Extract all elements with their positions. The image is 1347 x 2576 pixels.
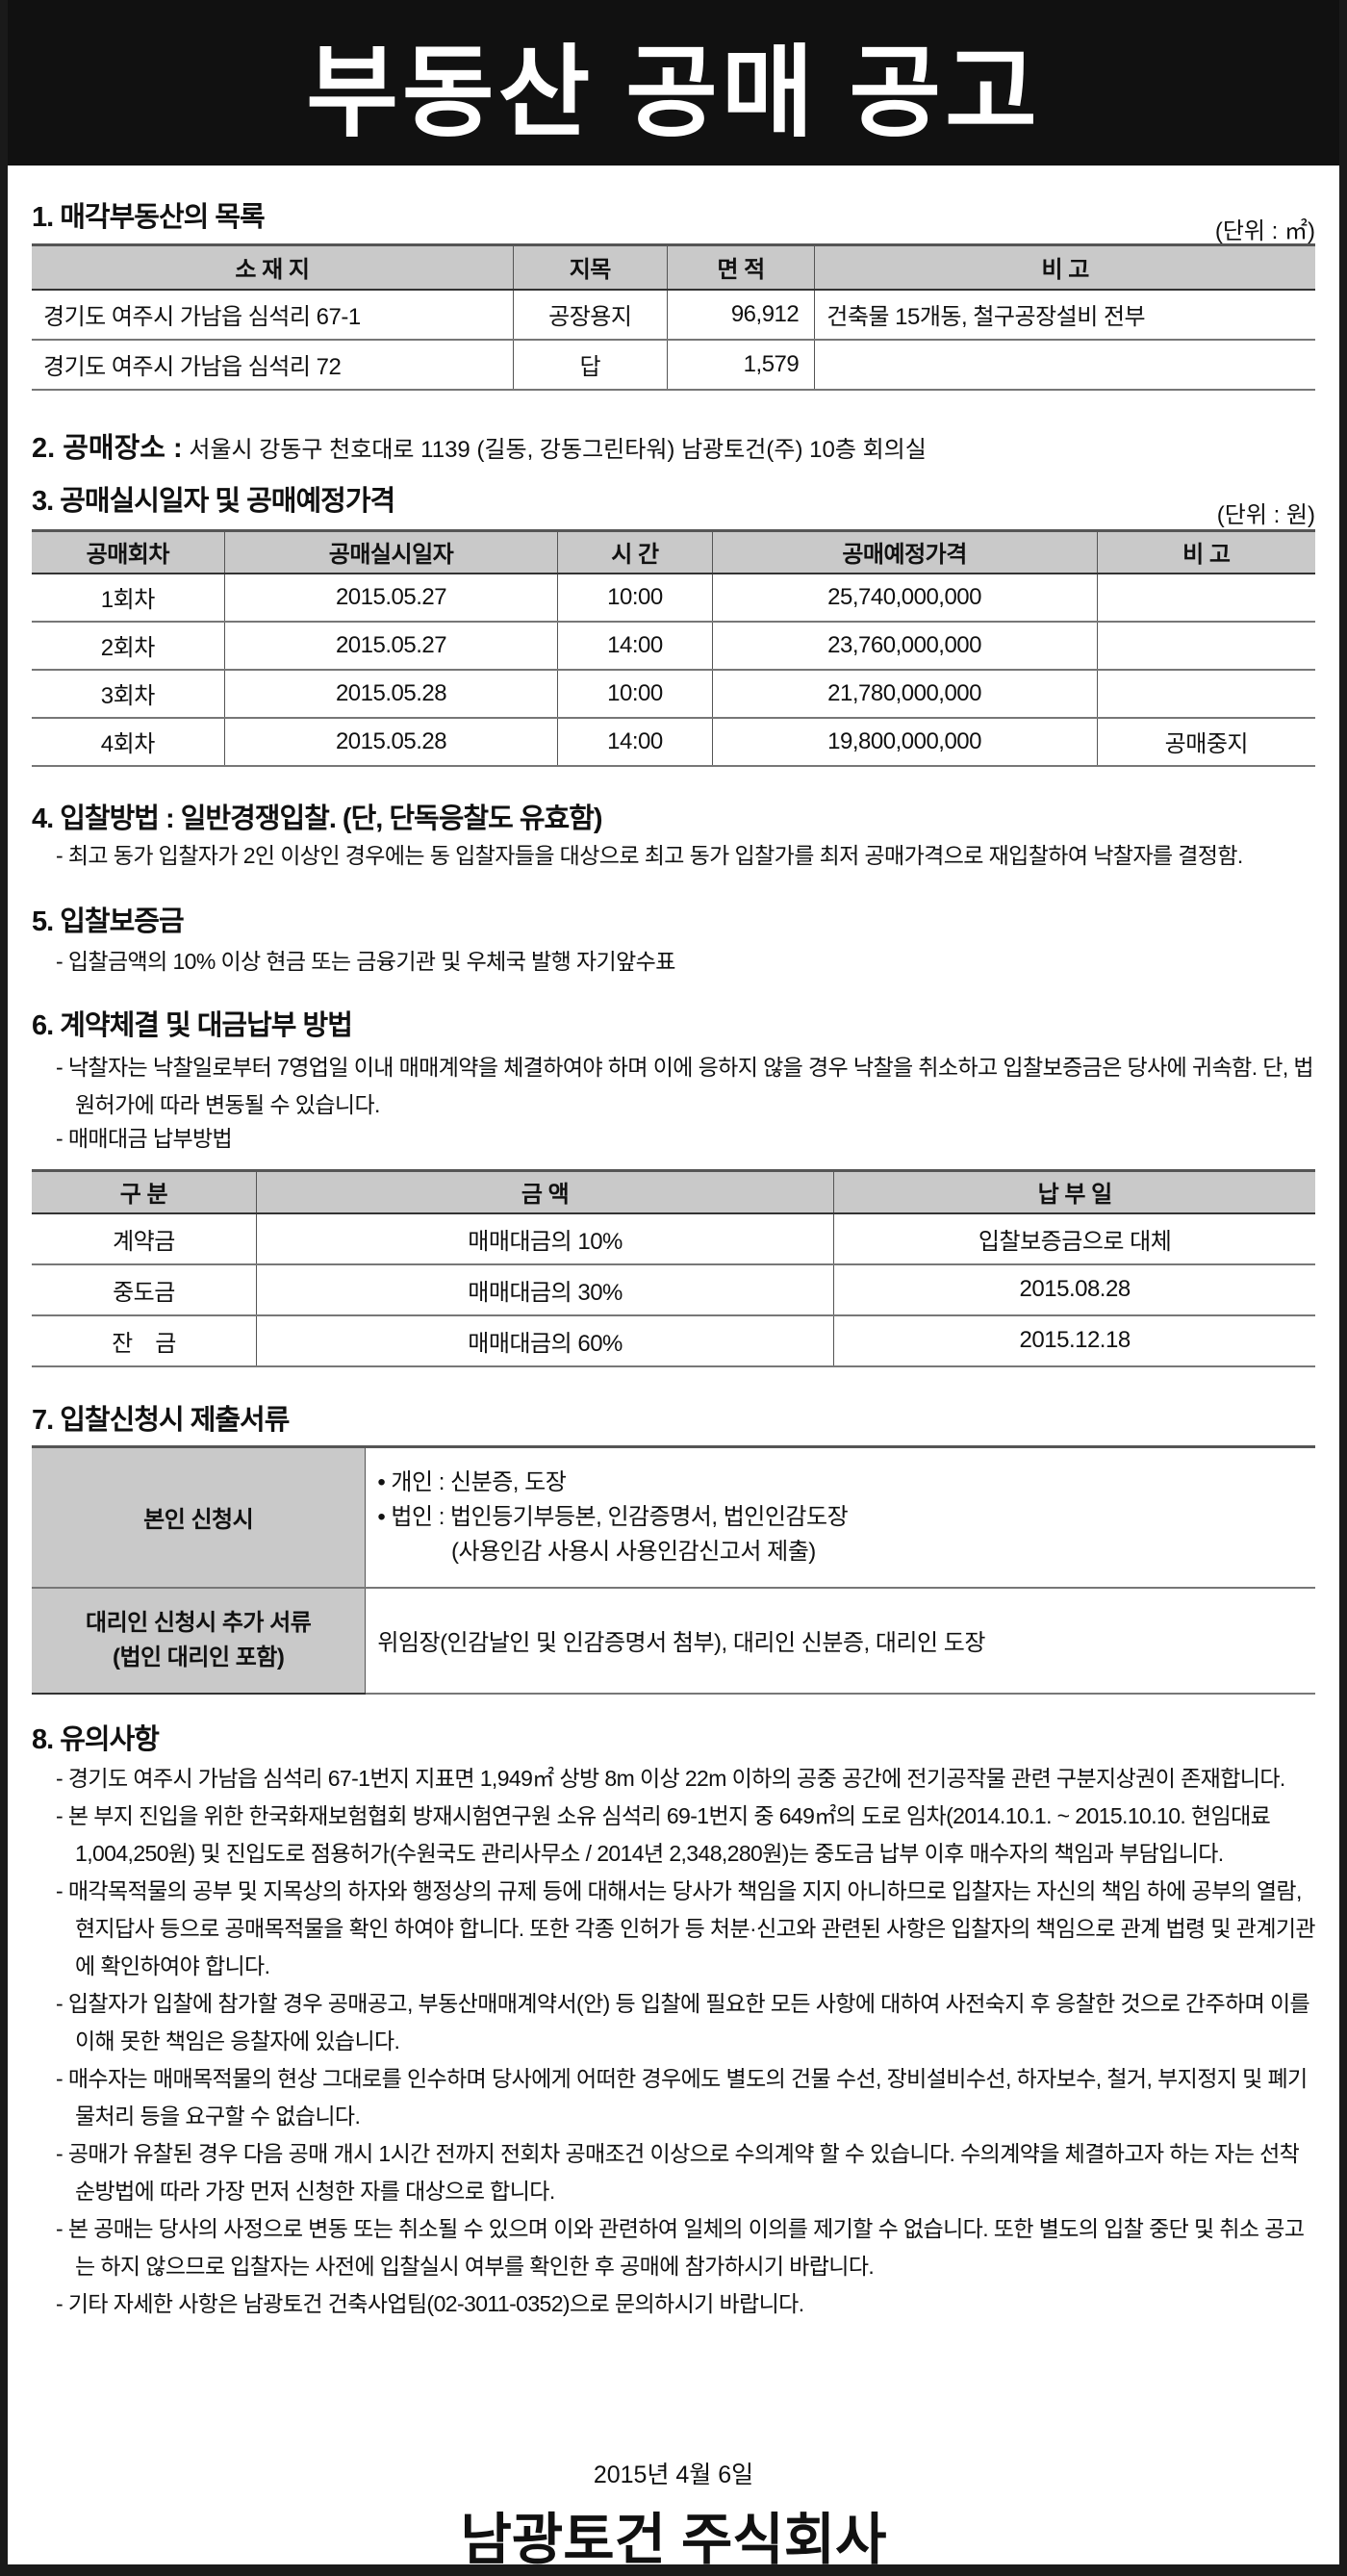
table-row: 4회차 2015.05.28 14:00 19,800,000,000 공매중지	[32, 717, 1315, 767]
table-cell: 2015.05.27	[223, 573, 558, 623]
table-cell: 14:00	[557, 621, 712, 671]
table-cell	[1096, 573, 1315, 623]
table-row: 잔 금 매매대금의 60% 2015.12.18	[32, 1314, 1315, 1367]
column-header: 비 고	[814, 243, 1315, 291]
table-cell: 계약금	[32, 1212, 257, 1265]
table-row: 계약금 매매대금의 10% 입찰보증금으로 대체	[32, 1212, 1315, 1265]
table-cell: 96,912	[666, 289, 815, 341]
table-cell: 공매중지	[1096, 717, 1315, 767]
table-cell: 2015.05.27	[223, 621, 558, 671]
column-header: 공매회차	[32, 529, 225, 574]
auction-location-value: 서울시 강동구 천호대로 1139 (길동, 강동그린타워) 남광토건(주) 1…	[189, 437, 927, 463]
caution-item: - 매각목적물의 공부 및 지목상의 하자와 행정상의 규제 등에 대해서는 당…	[56, 1878, 1316, 1978]
table-cell: 23,760,000,000	[711, 621, 1098, 671]
table-cell: 입찰보증금으로 대체	[833, 1212, 1315, 1265]
table-row: 3회차 2015.05.28 10:00 21,780,000,000	[32, 669, 1315, 719]
column-header: 금 액	[255, 1169, 834, 1214]
column-header: 공매실시일자	[223, 529, 558, 574]
table-cell: 21,780,000,000	[711, 669, 1098, 719]
table-cell	[814, 339, 1315, 391]
section-3-heading: 3. 공매실시일자 및 공매예정가격	[32, 486, 395, 517]
table-row: 경기도 여주시 가남읍 심석리 72 답 1,579	[32, 339, 1315, 391]
table-cell: 중도금	[32, 1263, 257, 1316]
table-cell: 잔 금	[32, 1314, 257, 1367]
table-cell: 답	[512, 339, 668, 391]
section-4-item: - 최고 동가 입찰자가 2인 이상인 경우에는 동 입찰자들을 대상으로 최고…	[56, 843, 1243, 868]
auction-location: 2. 공매장소 : 서울시 강동구 천호대로 1139 (길동, 강동그린타워)…	[32, 425, 1315, 466]
table-cell: 2015.12.18	[833, 1314, 1315, 1367]
section-6-heading: 6. 계약체결 및 대금납부 방법	[32, 1010, 353, 1041]
table-cell: 2회차	[32, 621, 225, 671]
column-header: 시 간	[557, 529, 712, 574]
auction-schedule-table: 공매회차 공매실시일자 시 간 공매예정가격 비 고 1회차 2015.05.27 10:0…	[32, 529, 1315, 767]
section-5-heading: 5. 입찰보증금	[32, 906, 185, 937]
table-cell: 4회차	[32, 717, 225, 767]
caution-item: - 매수자는 매매목적물의 현상 그대로를 인수하며 당사에게 어떠한 경우에도…	[56, 2066, 1308, 2129]
column-header: 면 적	[666, 243, 815, 291]
doc-line: • 개인 : 신분증, 도장	[377, 1468, 567, 1495]
table-cell: 건축물 15개동, 철구공장설비 전부	[814, 289, 1315, 341]
table-cell: 14:00	[557, 717, 712, 767]
section-1-heading: 1. 매각부동산의 목록	[32, 202, 266, 233]
column-header: 구 분	[32, 1169, 257, 1214]
table-cell: 매매대금의 10%	[255, 1212, 834, 1265]
caution-item: - 공매가 유찰된 경우 다음 공매 개시 1시간 전까지 전회차 공매조건 이…	[56, 2141, 1300, 2204]
table-cell: 경기도 여주시 가남읍 심석리 67-1	[32, 289, 514, 341]
caution-item: - 입찰자가 입찰에 참가할 경우 공매공고, 부동산매매계약서(안) 등 입찰…	[56, 1991, 1310, 2053]
table-row: 1회차 2015.05.27 10:00 25,740,000,000	[32, 573, 1315, 623]
company-name: 남광토건 주식회사	[460, 2509, 887, 2571]
table-cell: 매매대금의 60%	[255, 1314, 834, 1367]
section-5-item: - 입찰금액의 10% 이상 현금 또는 금융기관 및 우체국 발행 자기앞수표	[56, 949, 675, 974]
auction-location-label: 2. 공매장소 :	[32, 433, 183, 464]
notice-page: 부동산 공매 공고 1. 매각부동산의 목록 (단위 : ㎡) 소 재 지 지목 면…	[8, 0, 1339, 2571]
column-header: 지목	[512, 243, 668, 291]
table-cell: 10:00	[557, 669, 712, 719]
section-4-heading: 4. 입찰방법 : 일반경쟁입찰. (단, 단독응찰도 유효함)	[32, 803, 603, 834]
proxy-label-line: 대리인 신청시 추가 서류	[86, 1609, 312, 1636]
caution-item: - 기타 자세한 사항은 남광토건 건축사업팀(02-3011-0352)으로 …	[56, 2291, 804, 2316]
proxy-application-label: 대리인 신청시 추가 서류 (법인 대리인 포함)	[32, 1587, 366, 1695]
table-row: 경기도 여주시 가남읍 심석리 67-1 공장용지 96,912 건축물 15개동, …	[32, 289, 1315, 341]
caution-item: - 경기도 여주시 가남읍 심석리 67-1번지 지표면 1,949㎡ 상방 8…	[56, 1766, 1285, 1791]
section-6-item: - 매매대금 납부방법	[56, 1126, 233, 1151]
table-cell: 공장용지	[512, 289, 668, 341]
column-header: 납 부 일	[833, 1169, 1315, 1214]
section-7-heading: 7. 입찰신청시 제출서류	[32, 1405, 290, 1436]
proxy-label-line: (법인 대리인 포함)	[112, 1644, 285, 1671]
page-title: 부동산 공매 공고	[8, 0, 1339, 166]
table-row: 2회차 2015.05.27 14:00 23,760,000,000	[32, 621, 1315, 671]
proxy-documents: 위임장(인감날인 및 인감증명서 첨부), 대리인 신분증, 대리인 도장	[365, 1587, 1315, 1695]
table-cell: 경기도 여주시 가남읍 심석리 72	[32, 339, 514, 391]
table-row: 중도금 매매대금의 30% 2015.08.28	[32, 1263, 1315, 1316]
section-1-unit: (단위 : ㎡)	[1214, 218, 1315, 244]
caution-item: - 본 공매는 당사의 사정으로 변동 또는 취소될 수 있으며 이와 관련하여…	[56, 2216, 1305, 2279]
self-application-label: 본인 신청시	[32, 1446, 366, 1589]
table-cell: 10:00	[557, 573, 712, 623]
section-8-heading: 8. 유의사항	[32, 1724, 160, 1755]
doc-line: (사용인감 사용시 사용인감신고서 제출)	[377, 1538, 816, 1565]
table-cell: 매매대금의 30%	[255, 1263, 834, 1316]
table-cell: 19,800,000,000	[711, 717, 1098, 767]
caution-item: - 본 부지 진입을 위한 한국화재보험협회 방재시험연구원 소유 심석리 69…	[56, 1803, 1271, 1866]
table-cell: 2015.05.28	[223, 669, 558, 719]
section-3-unit: (단위 : 원)	[1216, 502, 1315, 528]
table-cell: 1회차	[32, 573, 225, 623]
table-cell	[1096, 621, 1315, 671]
notice-date: 2015년 4월 6일	[593, 2461, 754, 2488]
doc-line: • 법인 : 법인등기부등본, 인감증명서, 법인인감도장	[377, 1503, 849, 1530]
column-header: 공매예정가격	[711, 529, 1098, 574]
table-cell: 3회차	[32, 669, 225, 719]
table-cell	[1096, 669, 1315, 719]
table-cell: 2015.08.28	[833, 1263, 1315, 1316]
column-header: 비 고	[1096, 529, 1315, 574]
documents-table: 본인 신청시 • 개인 : 신분증, 도장 • 법인 : 법인등기부등본, 인감…	[32, 1445, 1315, 1695]
table-cell: 25,740,000,000	[711, 573, 1098, 623]
table-cell: 1,579	[666, 339, 815, 391]
table-cell: 2015.05.28	[223, 717, 558, 767]
section-6-item: - 낙찰자는 낙찰일로부터 7영업일 이내 매매계약을 체결하여야 하며 이에 …	[56, 1055, 1314, 1117]
column-header: 소 재 지	[32, 243, 514, 291]
